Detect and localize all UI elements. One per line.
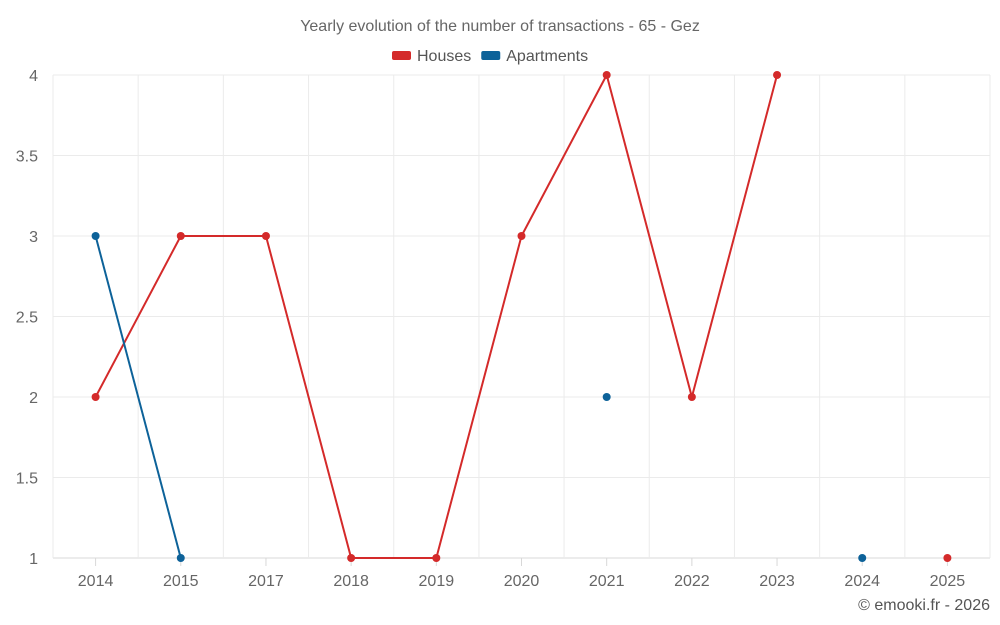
y-tick-label: 3.5 (16, 149, 38, 166)
legend-item-apartments[interactable]: Apartments (481, 48, 588, 65)
data-point[interactable] (517, 232, 526, 240)
data-point[interactable] (91, 393, 100, 401)
x-tick-label: 2014 (78, 573, 114, 590)
legend-swatch (481, 51, 501, 60)
data-point[interactable] (91, 232, 100, 240)
data-point[interactable] (176, 232, 185, 240)
legend-swatch (392, 51, 411, 60)
data-point[interactable] (943, 554, 952, 562)
x-tick-label: 2015 (163, 573, 199, 590)
data-point[interactable] (687, 393, 696, 401)
x-tick-label: 2018 (333, 573, 369, 590)
y-tick-label: 1.5 (16, 471, 38, 488)
x-tick-label: 2020 (504, 573, 540, 590)
series-line (94, 235, 182, 559)
x-tick-label: 2023 (759, 573, 795, 590)
x-axis: 2014 2015 2017 2018 2019 2020 2021 2022 2023 2024… (78, 558, 966, 590)
x-tick-label: 2024 (844, 573, 880, 590)
data-point[interactable] (432, 554, 441, 562)
legend-label: Apartments (506, 48, 588, 65)
legend-label: Houses (417, 48, 471, 65)
series-layer (91, 71, 952, 562)
legend-item-houses[interactable]: Houses (392, 48, 471, 65)
series-apartments (91, 232, 867, 562)
data-point[interactable] (261, 232, 270, 240)
x-tick-label: 2019 (419, 573, 455, 590)
y-tick-label: 1 (29, 551, 38, 568)
chart-title: Yearly evolution of the number of transa… (300, 18, 700, 35)
data-point[interactable] (773, 71, 782, 79)
grid (52, 74, 991, 559)
y-tick-label: 3 (29, 229, 38, 246)
credit-text: © emooki.fr - 2026 (858, 597, 990, 614)
y-tick-label: 2 (29, 390, 38, 407)
data-point[interactable] (602, 393, 611, 401)
data-point[interactable] (176, 554, 185, 562)
y-axis: 1 1.5 2 2.5 3 3.5 4 (16, 68, 38, 568)
x-tick-label: 2025 (930, 573, 966, 590)
y-tick-label: 2.5 (16, 310, 38, 327)
x-tick-label: 2017 (248, 573, 284, 590)
data-point[interactable] (347, 554, 356, 562)
series-houses (91, 71, 952, 562)
data-point[interactable] (858, 554, 867, 562)
x-tick-label: 2022 (674, 573, 710, 590)
data-point[interactable] (602, 71, 611, 79)
y-tick-label: 4 (29, 68, 38, 85)
x-tick-label: 2021 (589, 573, 625, 590)
legend: Houses Apartments (392, 48, 588, 65)
